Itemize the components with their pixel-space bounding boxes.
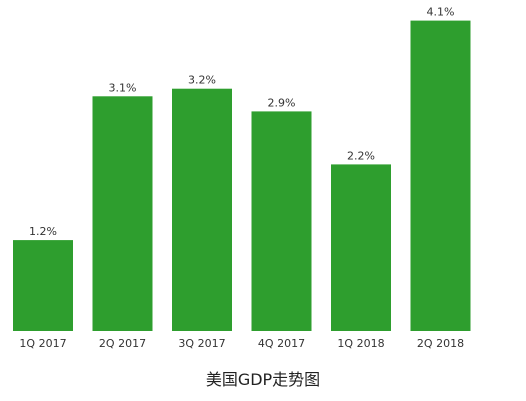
value-labels-group: 1.2% 3.1% 3.2% 2.9% 2.2% 4.1%: [29, 6, 454, 239]
bar-value-label-2: 3.2%: [188, 74, 216, 87]
x-tick-label-3: 4Q 2017: [258, 337, 305, 350]
x-tick-label-5: 2Q 2018: [417, 337, 464, 350]
bar-value-label-4: 2.2%: [347, 149, 375, 162]
bar-3: [251, 111, 312, 332]
bar-value-label-5: 4.1%: [427, 6, 455, 19]
bar-4: [331, 164, 391, 331]
x-tick-label-1: 2Q 2017: [99, 337, 146, 350]
chart-title: 美国GDP走势图: [205, 370, 321, 389]
x-tick-label-2: 3Q 2017: [178, 337, 225, 350]
bar-value-label-1: 3.1%: [109, 81, 137, 94]
bars-group: [13, 20, 471, 332]
x-tick-label-4: 1Q 2018: [337, 337, 384, 350]
x-tick-labels-group: 1Q 2017 2Q 2017 3Q 2017 4Q 2017 1Q 2018 2Q 20…: [19, 337, 464, 350]
bar-2: [172, 88, 232, 331]
x-tick-label-0: 1Q 2017: [19, 337, 66, 350]
bar-value-label-0: 1.2%: [29, 225, 57, 238]
bar-5: [410, 20, 471, 331]
bar-value-label-3: 2.9%: [268, 96, 296, 109]
bar-1: [92, 96, 153, 331]
bar-0: [13, 240, 73, 331]
